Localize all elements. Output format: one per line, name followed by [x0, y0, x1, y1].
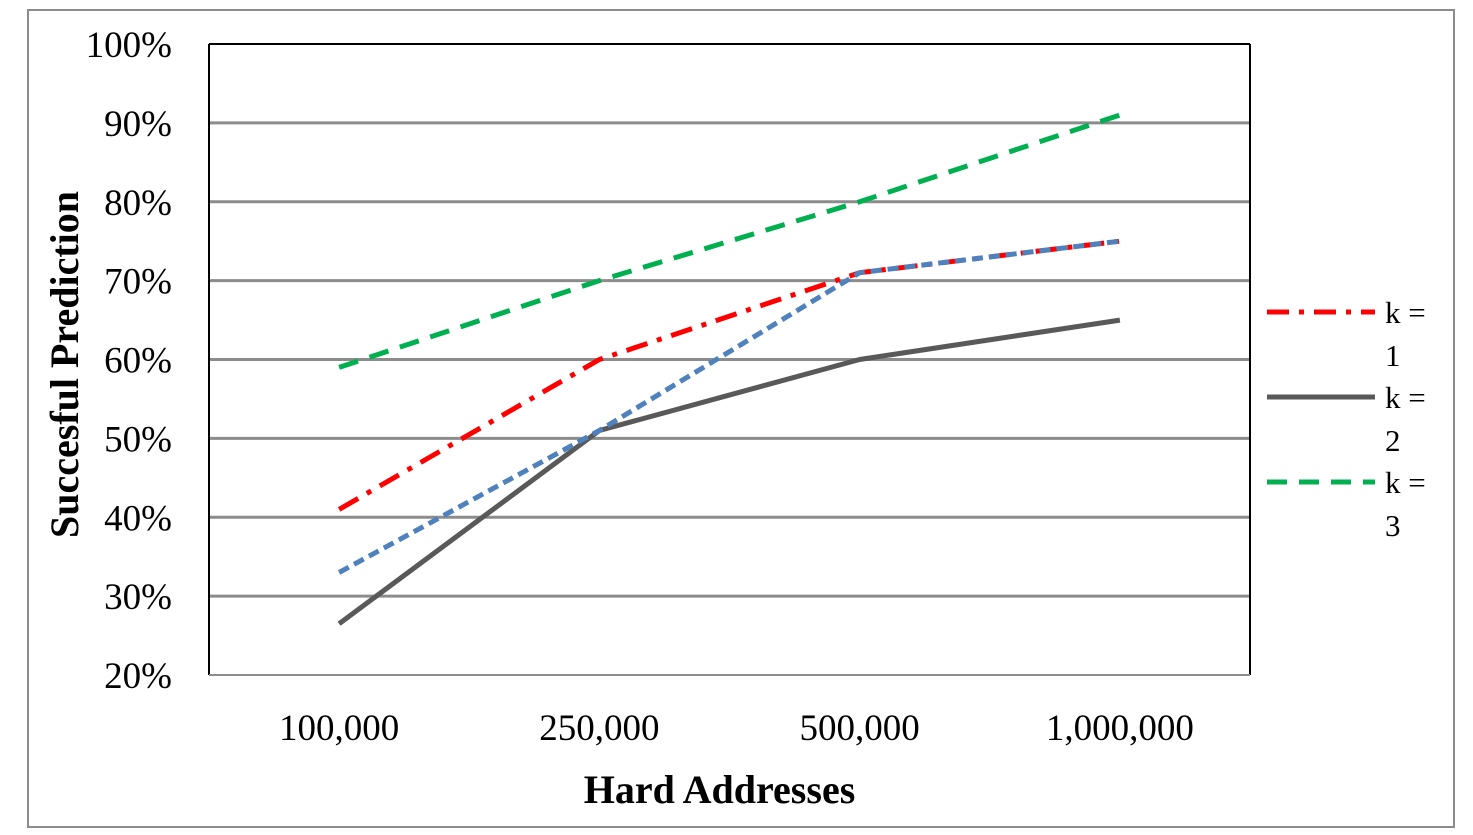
x-tick-label: 1,000,000: [1046, 708, 1194, 749]
legend-label: k = 3: [1385, 465, 1426, 543]
y-axis-tick-labels: 20% 30% 40% 50% 60% 70% 80% 90% 100%: [86, 25, 172, 697]
x-tick-label: 100,000: [279, 708, 399, 749]
legend-label: k = 2: [1385, 380, 1426, 458]
chart-border: [27, 9, 1455, 828]
x-axis-title: Hard Addresses: [584, 767, 856, 812]
legend: k = 1 k = 2 k = 3: [1267, 295, 1426, 543]
series-lines: [337, 112, 1121, 626]
plot-area-border: [208, 43, 1251, 676]
y-tick-label: 70%: [104, 262, 172, 303]
y-tick-label: 50%: [104, 419, 172, 460]
y-axis-title: Succesful Prediction: [42, 191, 87, 538]
series-line-3: [338, 112, 1121, 370]
legend-label: k = 1: [1385, 295, 1426, 373]
x-tick-label: 250,000: [539, 708, 659, 749]
y-tick-label: 20%: [104, 656, 172, 697]
y-tick-label: 30%: [104, 577, 172, 618]
gridlines: [209, 121, 1250, 598]
series-line-2: [337, 317, 1121, 626]
y-tick-label: 80%: [104, 183, 172, 224]
y-tick-label: 90%: [104, 104, 172, 145]
y-tick-label: 100%: [86, 25, 172, 66]
x-axis-tick-labels: 100,000 250,000 500,000 1,000,000: [279, 708, 1194, 749]
x-tick-label: 500,000: [800, 708, 920, 749]
series-line-4: [337, 238, 1121, 575]
y-tick-label: 40%: [104, 498, 172, 539]
y-tick-label: 60%: [104, 341, 172, 382]
